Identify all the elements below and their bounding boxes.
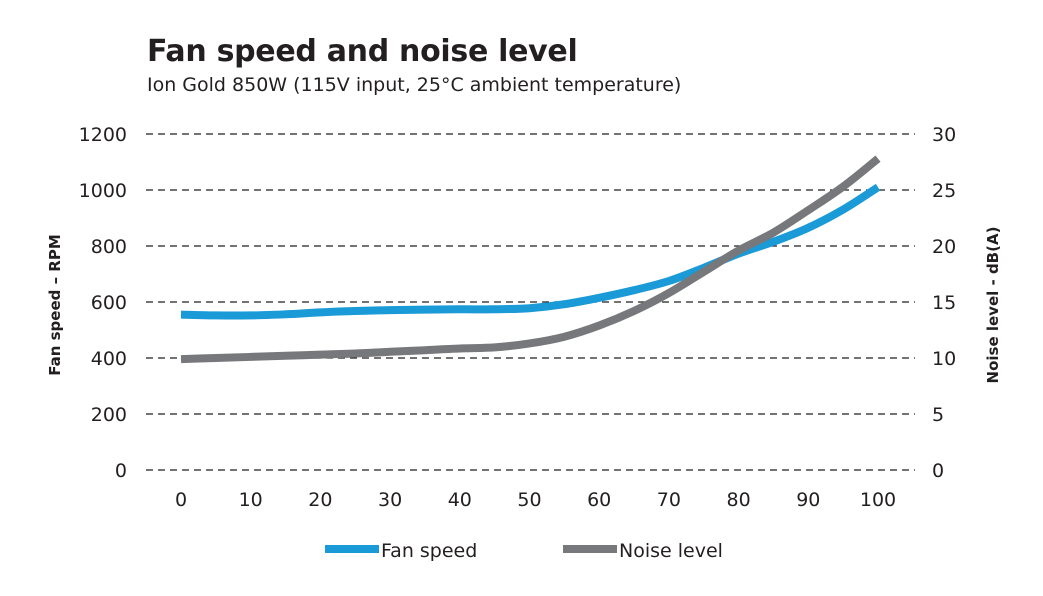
x-tick-labels: 0 10 20 30 40 50 60 70 80 90 100: [175, 489, 896, 511]
x-tick-label: 10: [239, 489, 263, 511]
x-tick-label: 50: [517, 489, 541, 511]
x-tick-label: 0: [175, 489, 187, 511]
x-tick-label: 30: [378, 489, 402, 511]
y-right-tick-label: 30: [932, 124, 956, 146]
y-right-tick-label: 10: [932, 348, 956, 370]
y-right-tick-label: 15: [932, 292, 956, 314]
x-tick-label: 90: [796, 489, 820, 511]
series-line-fan-speed: [180, 183, 881, 320]
series-lines: [180, 155, 881, 364]
x-tick-label: 80: [727, 489, 751, 511]
y-right-tick-label: 0: [932, 460, 944, 482]
x-tick-label: 20: [308, 489, 332, 511]
chart-subtitle: Ion Gold 850W (115V input, 25°C ambient …: [147, 74, 682, 96]
y-left-tick-label: 1000: [79, 180, 127, 202]
legend: Fan speed Noise level: [325, 540, 723, 562]
y-left-tick-labels: 0 200 400 600 800 1000 1200: [79, 124, 127, 482]
y-axis-right-label: Noise level - dB(A): [984, 227, 1002, 384]
y-right-tick-label: 20: [932, 236, 956, 258]
legend-label: Fan speed: [381, 540, 477, 562]
y-left-tick-label: 1200: [79, 124, 127, 146]
y-left-tick-label: 400: [91, 348, 127, 370]
y-axis-left-label: Fan speed – RPM: [46, 234, 64, 376]
series-line-noise-level: [180, 155, 881, 364]
y-left-tick-label: 600: [91, 292, 127, 314]
legend-label: Noise level: [619, 540, 723, 562]
y-right-tick-label: 5: [932, 404, 944, 426]
x-tick-label: 70: [657, 489, 681, 511]
y-left-tick-label: 800: [91, 236, 127, 258]
x-tick-label: 40: [448, 489, 472, 511]
x-tick-label: 60: [587, 489, 611, 511]
y-left-tick-label: 200: [91, 404, 127, 426]
y-right-tick-label: 25: [932, 180, 956, 202]
grid-lines: [146, 133, 915, 471]
chart-title: Fan speed and noise level: [147, 34, 578, 69]
x-tick-label: 100: [860, 489, 896, 511]
y-left-tick-label: 0: [115, 460, 127, 482]
y-right-tick-labels: 0 5 10 15 20 25 30: [932, 124, 956, 482]
